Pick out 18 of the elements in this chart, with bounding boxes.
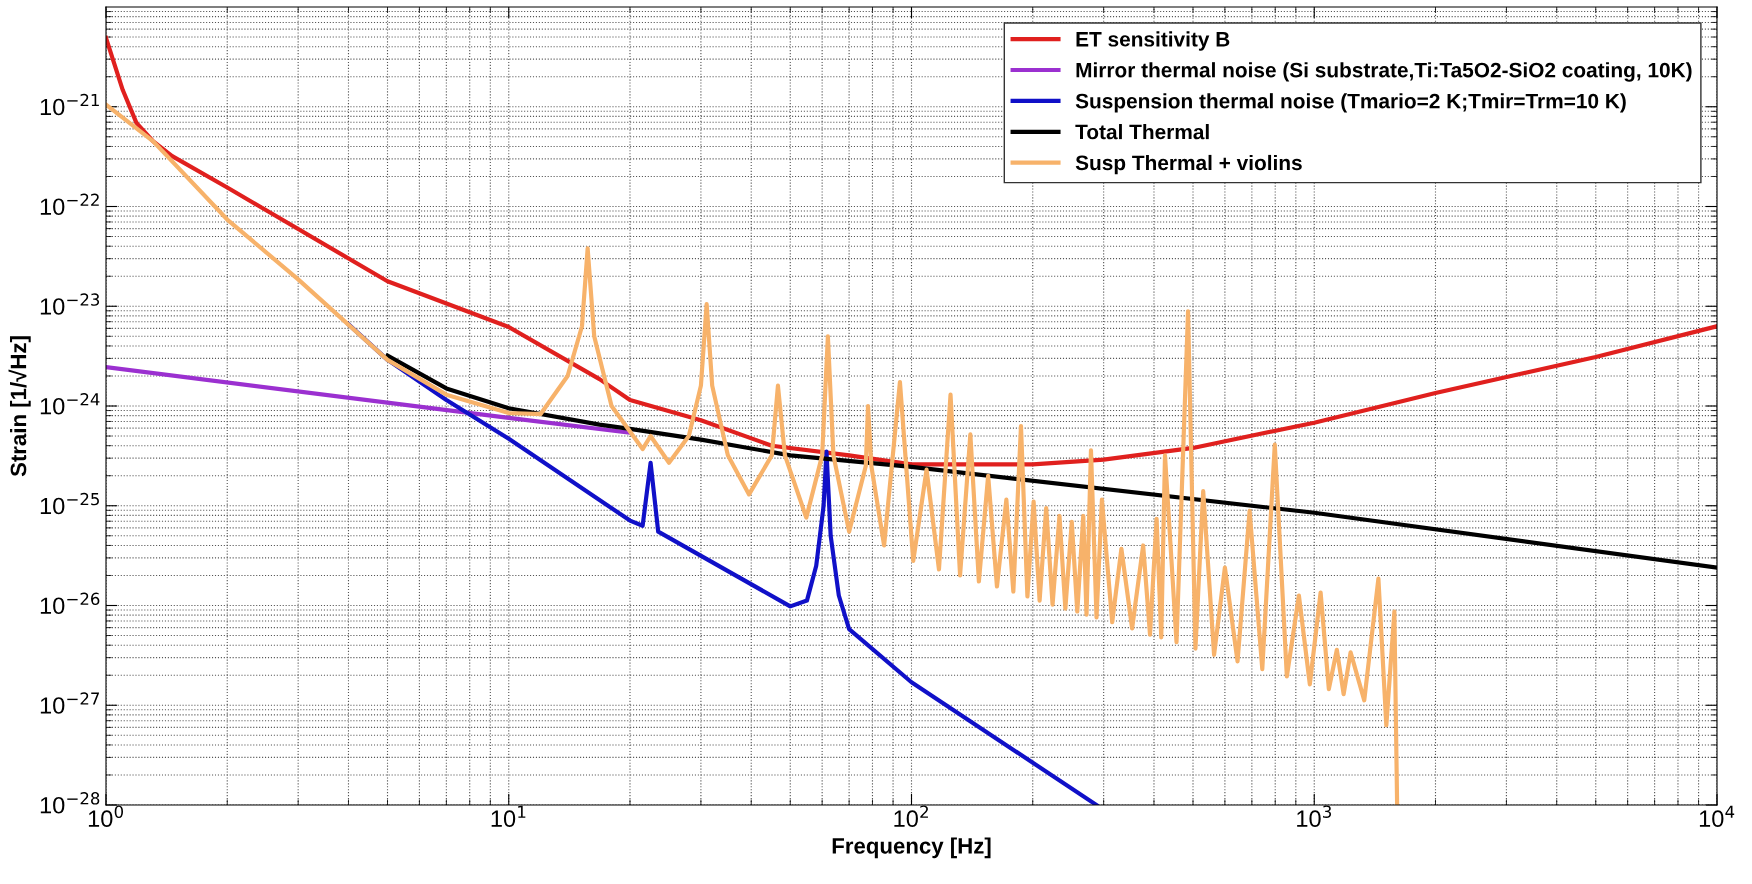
legend-label: Suspension thermal noise (Tmario=2 K;Tmir=Trm=10 K) [1075,93,1626,113]
y-tick-label: 10$^{−24}$ [40,393,100,415]
legend-label: Susp Thermal + violins [1075,154,1302,175]
legend-label: Mirror thermal noise (Si substrate,Ti:Ta5O2-SiO2 coating, 10K) [1076,62,1692,82]
y-tick-label: 10$^{−26}$ [40,592,100,615]
y-tick-label: 10$^{−21}$ [40,93,99,116]
legend-label: Total Thermal [1075,124,1209,140]
x-axis-title: Frequency [Hz] [832,837,991,859]
x-tick-label: 10$^{3}$ [1297,805,1332,828]
x-tick-label: 10$^{1}$ [491,805,526,828]
x-tick-label: 10$^{2}$ [894,805,928,828]
y-tick-label: 10$^{−23}$ [40,293,100,315]
legend-label: ET sensitivity B [1076,31,1230,51]
x-tick-label: 10$^{4}$ [1699,805,1735,828]
y-axis-title: Strain [1/√Hz] [8,336,31,477]
y-tick-label: 10$^{−25}$ [40,492,99,515]
y-tick-label: 10$^{−22}$ [40,193,99,216]
y-tick-label: 10$^{−27}$ [40,692,99,714]
